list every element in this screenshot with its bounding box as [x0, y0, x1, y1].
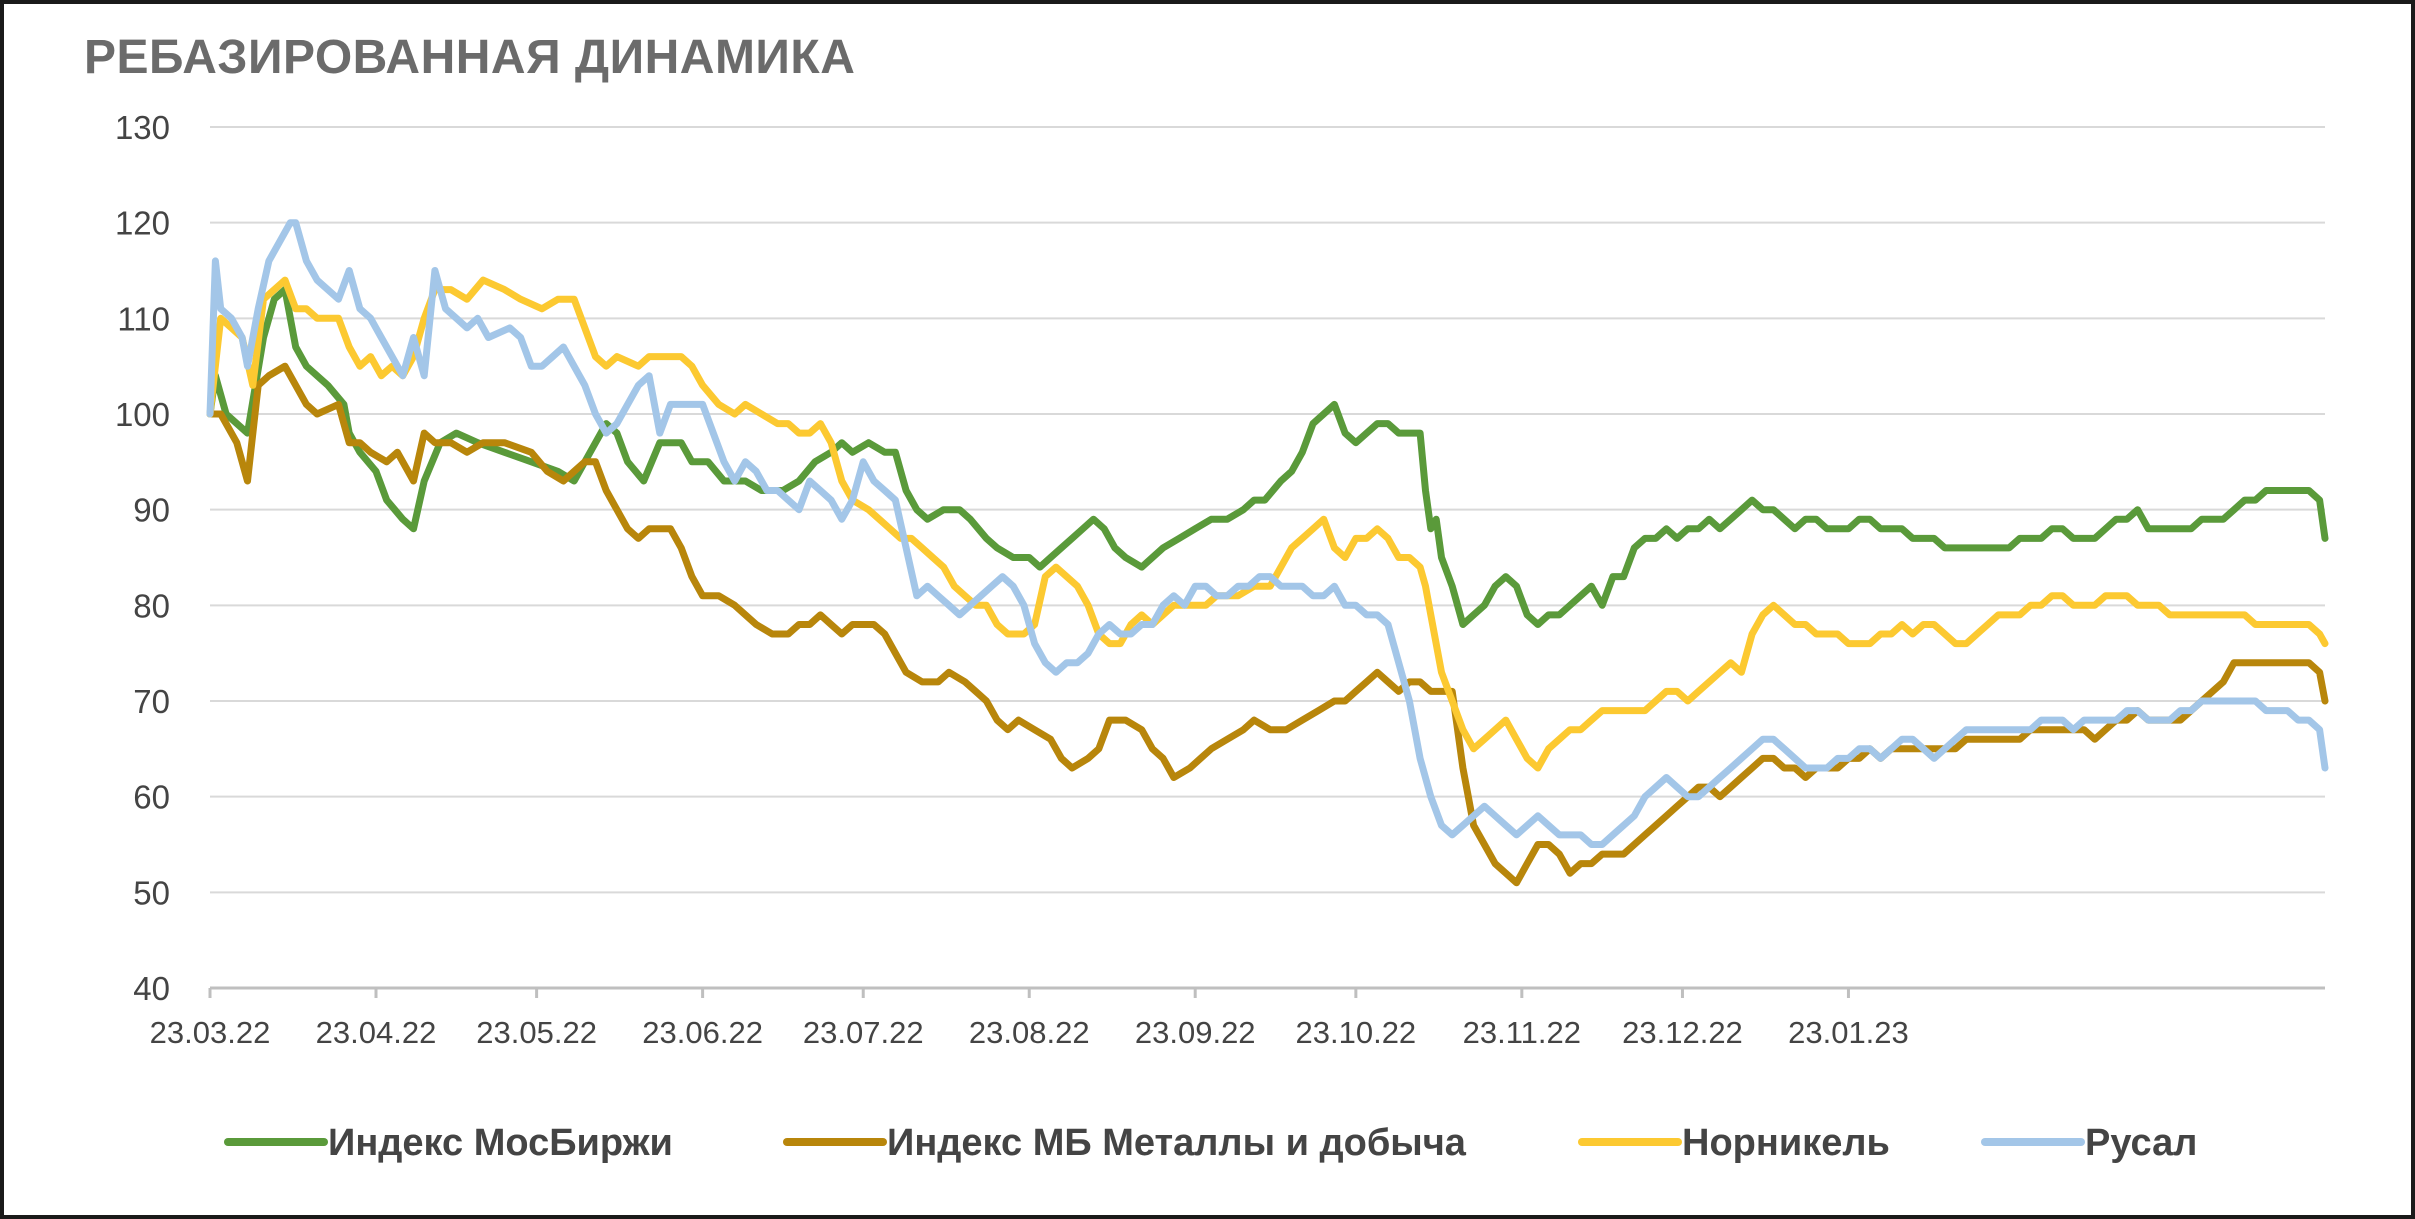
series-lines: [206, 219, 2329, 887]
y-tick-label: 120: [115, 205, 170, 242]
series-line: [206, 276, 2329, 772]
y-tick-label: 60: [133, 779, 170, 816]
x-tick-label: 23.11.22: [1463, 1015, 1581, 1050]
legend-label: Индекс МБ Металлы и добыча: [887, 1122, 1467, 1164]
y-tick-label: 50: [133, 874, 170, 911]
y-tick-label: 80: [133, 587, 170, 624]
y-tick-label: 110: [117, 300, 170, 337]
y-tick-label: 100: [115, 396, 170, 433]
y-tick-label: 40: [133, 970, 170, 1007]
x-tick-label: 23.10.22: [1296, 1015, 1417, 1050]
x-tick-label: 23.03.22: [150, 1015, 271, 1050]
legend-label: Норникель: [1682, 1122, 1890, 1164]
x-tick-label: 23.05.22: [476, 1015, 597, 1050]
x-tick-label: 23.09.22: [1135, 1015, 1256, 1050]
series-line: [206, 286, 2329, 628]
series-line: [206, 219, 2329, 848]
legend: Индекс МосБиржи Индекс МБ Металлы и добыч…: [224, 1122, 2197, 1164]
y-axis-ticks: 40 50 60 70 80 90 100 110 120 130: [115, 109, 170, 1007]
gridlines: [210, 126, 2325, 894]
y-tick-label: 90: [133, 492, 170, 529]
y-tick-label: 130: [115, 109, 170, 146]
x-tick-label: 23.08.22: [969, 1015, 1090, 1050]
chart-title: РЕБАЗИРОВАННАЯ ДИНАМИКА: [84, 31, 856, 84]
series-line: [206, 362, 2329, 887]
x-tick-label: 23.04.22: [316, 1015, 437, 1050]
legend-label: Индекс МосБиржи: [328, 1122, 673, 1164]
x-tick-label: 23.07.22: [803, 1015, 924, 1050]
x-tick-label: 23.01.23: [1788, 1015, 1909, 1050]
x-tick-label: 23.06.22: [642, 1015, 763, 1050]
legend-label: Русал: [2085, 1122, 2197, 1164]
x-axis: 23.03.22 23.04.22 23.05.22 23.06.22 23.07.22…: [150, 986, 2325, 1050]
y-tick-label: 70: [133, 683, 170, 720]
x-tick-label: 23.12.22: [1622, 1015, 1743, 1050]
